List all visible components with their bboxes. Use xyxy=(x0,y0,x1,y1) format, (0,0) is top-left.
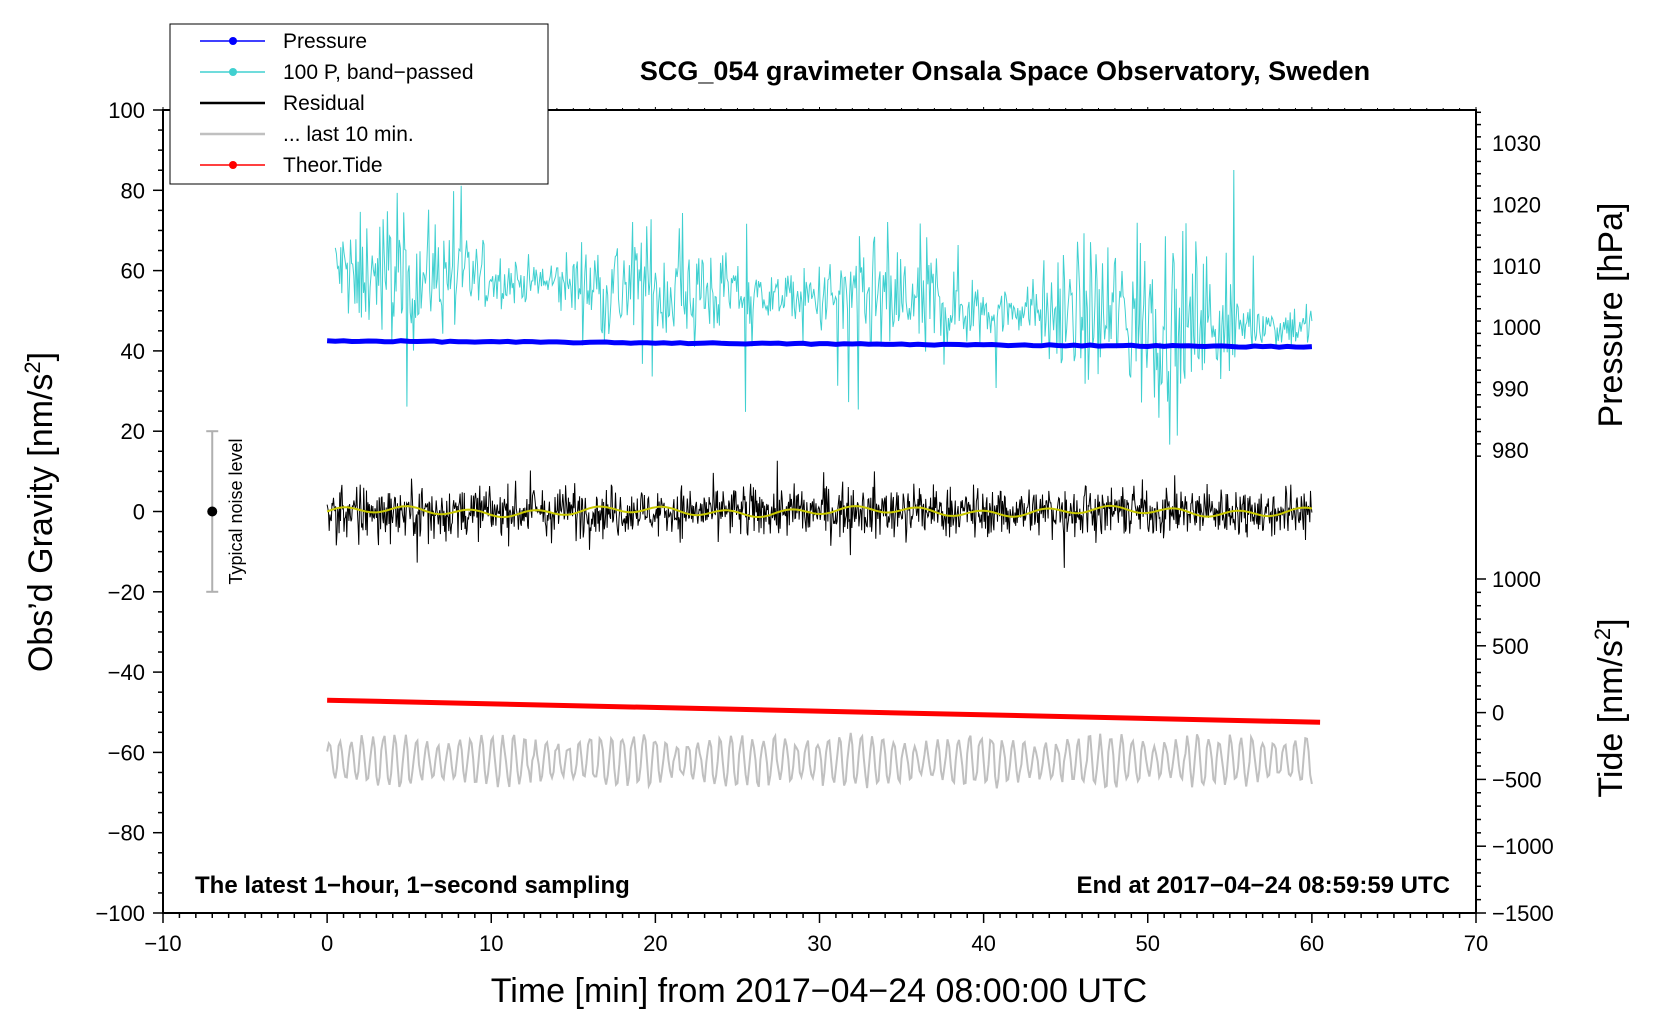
x-tick-label: 10 xyxy=(479,931,503,956)
noise-center-dot xyxy=(207,506,218,517)
x-tick-label: 30 xyxy=(807,931,831,956)
noise-level-indicator: Typical noise level xyxy=(206,430,246,593)
note-sampling: The latest 1−hour, 1−second sampling xyxy=(195,872,630,899)
tick-labels: −10 0 10 20 30 40 50 60 70100806040200−20−40−60−… xyxy=(95,98,1553,956)
y-axis-title-tide: Tide [nm/s2] xyxy=(1590,618,1630,797)
tide-tick-label: 1000 xyxy=(1492,567,1541,592)
y-axis-title-left: Obs’d Gravity [nm/s2] xyxy=(20,352,60,672)
y-axis-title-left-main: Obs’d Gravity [nm/s xyxy=(22,374,60,673)
legend-marker xyxy=(229,37,237,45)
series-layer xyxy=(326,169,1321,790)
y-axis-title-left-close: ] xyxy=(22,352,60,361)
y-tick-label: 20 xyxy=(121,419,145,444)
y-axis-title-tide-main: Tide [nm/s xyxy=(1592,640,1630,797)
noise-label: Typical noise level xyxy=(226,438,246,584)
legend-label: Residual xyxy=(283,92,365,115)
x-tick-label: 40 xyxy=(971,931,995,956)
y-tick-label: −100 xyxy=(95,901,145,926)
legend-label: 100 P, band−passed xyxy=(283,61,474,84)
y-tick-label: 100 xyxy=(108,98,145,123)
legend-marker xyxy=(229,161,237,169)
x-tick-label: −10 xyxy=(144,931,181,956)
series-pressure-bandpassed-line xyxy=(334,169,1313,445)
x-tick-label: 0 xyxy=(321,931,333,956)
x-tick-label: 70 xyxy=(1464,931,1488,956)
y-tick-label: 40 xyxy=(121,339,145,364)
y-axis-title-tide-close: ] xyxy=(1592,618,1630,627)
pressure-tick-label: 1020 xyxy=(1492,192,1541,217)
legend-label: Theor.Tide xyxy=(283,154,383,177)
legend-marker xyxy=(229,68,237,76)
note-end-time: End at 2017−04−24 08:59:59 UTC xyxy=(1076,872,1450,899)
pressure-tick-label: 1010 xyxy=(1492,254,1541,279)
pressure-tick-label: 990 xyxy=(1492,377,1529,402)
series-theoretical-tide-line xyxy=(327,697,1321,725)
tide-tick-label: −500 xyxy=(1492,767,1542,792)
y-tick-label: −40 xyxy=(108,660,145,685)
tide-tick-label: 0 xyxy=(1492,701,1504,726)
tide-tick-label: −1000 xyxy=(1492,834,1554,859)
pressure-tick-label: 1000 xyxy=(1492,315,1541,340)
x-tick-label: 20 xyxy=(643,931,667,956)
y-tick-label: 0 xyxy=(133,500,145,525)
y-tick-label: −20 xyxy=(108,580,145,605)
x-axis-title: Time [min] from 2017−04−24 08:00:00 UTC xyxy=(491,972,1147,1010)
legend-label: Pressure xyxy=(283,30,367,53)
legend-box xyxy=(169,23,549,185)
y-tick-label: 60 xyxy=(121,259,145,284)
axis-ticks xyxy=(153,107,1486,923)
series-residual-smoothed-line xyxy=(326,504,1313,519)
pressure-tick-label: 1030 xyxy=(1492,131,1541,156)
chart-title: SCG_054 gravimeter Onsala Space Observat… xyxy=(640,56,1370,86)
legend-label: ... last 10 min. xyxy=(283,123,414,146)
series-last-10-min-line xyxy=(326,732,1313,790)
x-tick-label: 60 xyxy=(1300,931,1324,956)
x-tick-label: 50 xyxy=(1136,931,1160,956)
pressure-tick-label: 980 xyxy=(1492,438,1529,463)
y-tick-label: −80 xyxy=(108,821,145,846)
y-tick-label: −60 xyxy=(108,740,145,765)
series-residual-line xyxy=(326,460,1313,568)
y-axis-title-left-sup: 2 xyxy=(20,361,45,373)
tide-tick-label: −1500 xyxy=(1492,901,1554,926)
y-axis-title-pressure: Pressure [hPa] xyxy=(1592,203,1630,428)
legend: Pressure 100 P, band−passed Residual ... la… xyxy=(169,23,549,185)
y-tick-label: 80 xyxy=(121,178,145,203)
y-axis-title-tide-sup: 2 xyxy=(1590,628,1615,640)
series-pressure-line xyxy=(326,338,1313,350)
tide-tick-label: 500 xyxy=(1492,634,1529,659)
